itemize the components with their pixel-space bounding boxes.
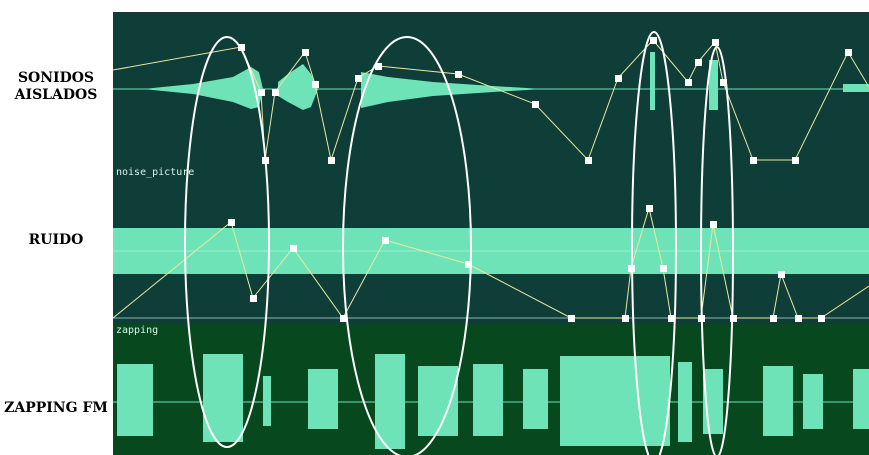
volume-envelope-ruido[interactable]	[113, 166, 869, 324]
track-sonidos-aislados[interactable]	[113, 12, 869, 166]
track-label-line1: ZAPPING FM	[4, 400, 108, 416]
track-label-line2: AISLADOS	[14, 87, 98, 103]
clip-name: noise_picture	[116, 167, 195, 178]
track-zapping-fm[interactable]: zapping	[113, 324, 869, 455]
multitrack-editor[interactable]: noise_picture	[113, 12, 869, 455]
track-label-line1: SONIDOS	[17, 70, 95, 86]
track-label-sonidos-aislados: SONIDOS AISLADOS	[0, 70, 112, 104]
track-label-zapping-fm: ZAPPING FM	[0, 400, 112, 417]
waveform-zapping-fm	[113, 354, 869, 449]
clip-name: zapping	[116, 325, 159, 336]
volume-envelope-sonidos-aislados[interactable]	[113, 12, 869, 166]
track-label-ruido: RUIDO	[0, 232, 112, 249]
track-ruido[interactable]: noise_picture	[113, 166, 869, 324]
track-label-line1: RUIDO	[28, 232, 84, 248]
